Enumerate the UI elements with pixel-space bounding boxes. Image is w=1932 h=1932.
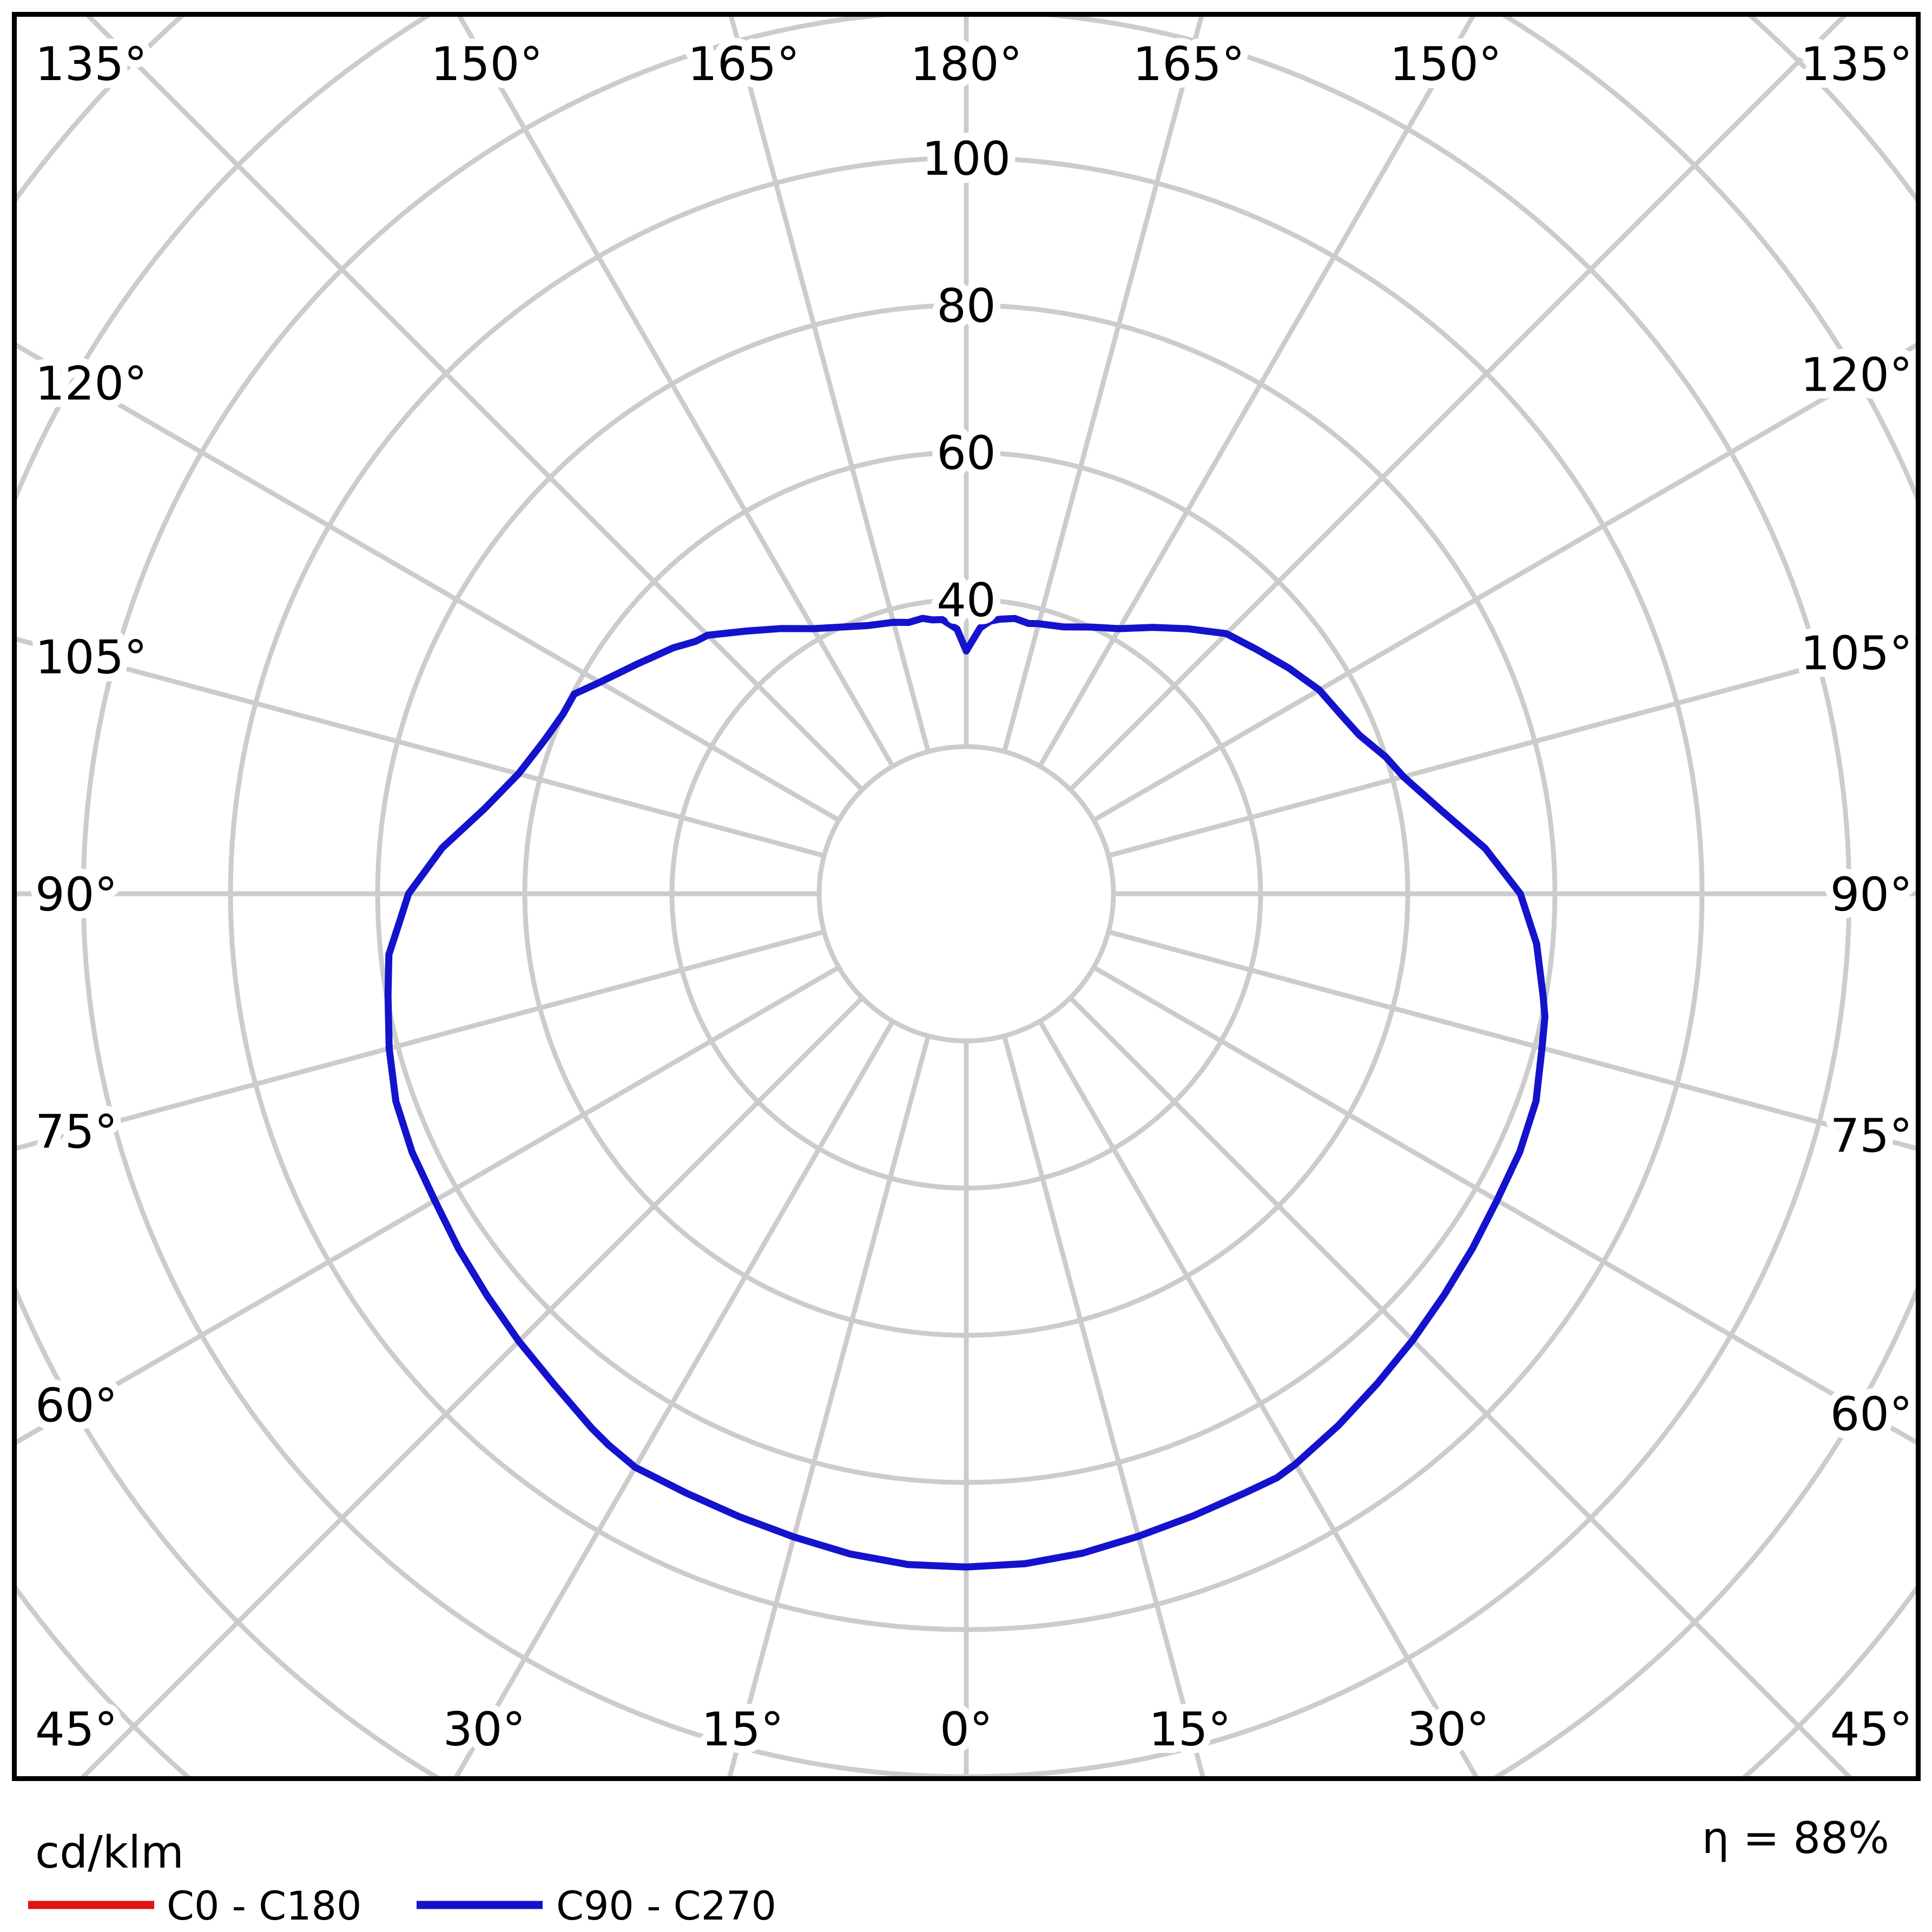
polar-spoke-255 [17, 637, 825, 858]
angle-label-105-left: 105° [35, 631, 147, 685]
polar-spoke-150 [1038, 17, 1476, 768]
legend-label-c90-c270: C90 - C270 [556, 1883, 776, 1929]
polar-spoke-120 [1092, 342, 1916, 822]
angle-label-135-right: 135° [1801, 37, 1913, 91]
legend: C0 - C180 C90 - C270 [28, 1883, 776, 1929]
angle-label-75-right: 75° [1830, 1109, 1913, 1163]
curves [384, 615, 1548, 1571]
angle-label-90-left: 90° [35, 868, 117, 922]
polar-spoke-30 [1038, 1020, 1479, 1776]
polar-spoke-15 [1002, 1035, 1205, 1776]
angle-label-0-right: 0° [940, 1703, 993, 1757]
radial-tick-label-60: 60 [937, 426, 995, 480]
angle-label-90-right: 90° [1830, 868, 1913, 922]
polar-spoke-165 [1002, 17, 1204, 753]
angle-label-15-right: 15° [1149, 1703, 1231, 1757]
polar-spoke-60 [1092, 965, 1916, 1445]
polar-spoke-330 [454, 1020, 895, 1776]
axis-labels: 40 60 80 100 0° 15° 30° 45° 60° 75° 90° 105° 120° 135… [28, 30, 1920, 1764]
polar-spoke-105 [1107, 637, 1916, 858]
angle-label-45-right: 45° [1830, 1703, 1913, 1757]
radial-tick-label-80: 80 [937, 279, 995, 333]
polar-spoke-240 [17, 342, 840, 822]
polar-spoke-45 [1069, 996, 1852, 1776]
angle-label-180-right: 180° [910, 37, 1022, 91]
angle-label-105-right: 105° [1801, 627, 1913, 681]
polar-spoke-195 [728, 17, 931, 753]
angle-label-165-right: 165° [1133, 37, 1245, 91]
polar-ring-20 [816, 744, 1116, 1044]
angle-label-30-left: 30° [443, 1703, 525, 1757]
polar-spoke-75 [1107, 929, 1916, 1151]
angle-label-60-right: 60° [1830, 1388, 1913, 1442]
polar-spoke-300 [17, 965, 840, 1445]
polar-spoke-315 [80, 996, 864, 1776]
angle-label-120-left: 120° [35, 357, 147, 411]
angle-label-15-left: 15° [701, 1703, 783, 1757]
polar-spoke-345 [727, 1035, 931, 1776]
curve-c90-c270 [384, 615, 1548, 1571]
plot-frame [12, 12, 1921, 1781]
angle-label-135-left: 135° [35, 37, 147, 91]
angle-label-120-right: 120° [1801, 348, 1913, 402]
angle-label-75-left: 75° [35, 1105, 117, 1159]
efficiency-label: η = 88% [1702, 1813, 1889, 1863]
radial-tick-label-100: 100 [922, 132, 1011, 186]
angle-label-60-left: 60° [35, 1379, 117, 1433]
legend-label-c0-c180: C0 - C180 [167, 1883, 361, 1929]
angle-label-150-right: 150° [1390, 37, 1502, 91]
angle-label-165-left: 165° [688, 37, 800, 91]
angle-label-45-left: 45° [35, 1703, 117, 1757]
polar-spoke-225 [85, 17, 864, 792]
angle-label-150-left: 150° [431, 37, 543, 91]
polar-spoke-210 [457, 17, 895, 768]
units-label: cd/klm [35, 1827, 184, 1878]
angle-label-30-right: 30° [1407, 1703, 1489, 1757]
radial-tick-label-40: 40 [937, 573, 995, 628]
polar-spoke-285 [17, 929, 825, 1151]
